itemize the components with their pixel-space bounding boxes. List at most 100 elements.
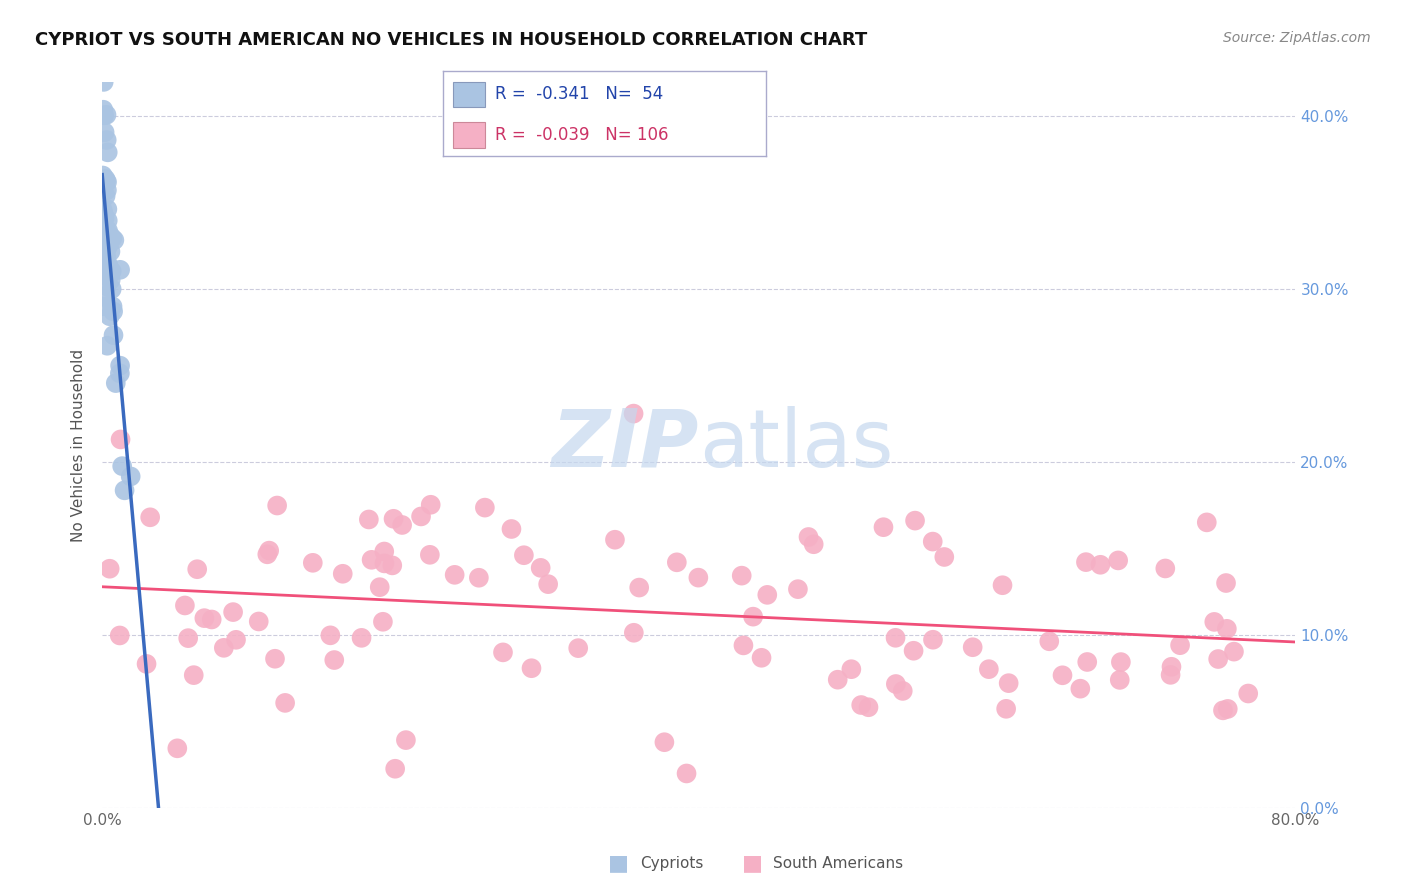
Point (101, 264, 124, 278)
Point (1090, 558, 1112, 572)
Text: CYPRIOT VS SOUTH AMERICAN NO VEHICLES IN HOUSEHOLD CORRELATION CHART: CYPRIOT VS SOUTH AMERICAN NO VEHICLES IN… (35, 31, 868, 49)
Point (827, 673, 849, 687)
Point (183, 668, 205, 682)
Point (100, 273, 122, 287)
Point (751, 650, 773, 665)
Point (103, 328, 125, 343)
Point (94, 189, 117, 203)
Y-axis label: No Vehicles in Household: No Vehicles in Household (72, 349, 86, 541)
Point (350, 631, 373, 645)
Point (94, 244, 117, 258)
Point (94, 175, 117, 189)
Point (97, 145, 120, 160)
Point (841, 662, 863, 676)
Point (1108, 673, 1130, 687)
Point (225, 632, 247, 647)
Text: ZIP: ZIP (551, 406, 699, 484)
Point (623, 625, 645, 640)
Point (1076, 655, 1098, 669)
Bar (453, 81, 485, 107)
Point (1237, 686, 1260, 700)
Point (1216, 702, 1239, 716)
Point (96, 242, 118, 256)
Point (1215, 576, 1237, 591)
Point (94, 172, 117, 186)
Point (891, 684, 914, 698)
Point (675, 766, 697, 780)
Point (96, 108, 118, 122)
Point (995, 702, 1018, 716)
Point (368, 580, 391, 594)
Point (357, 512, 380, 526)
Point (103, 233, 125, 247)
Point (1204, 615, 1226, 629)
Point (628, 581, 651, 595)
Text: ■: ■ (609, 854, 628, 873)
Point (1206, 652, 1229, 666)
Point (93, 211, 115, 226)
Point (93, 125, 115, 139)
Point (921, 534, 943, 549)
Point (851, 698, 873, 712)
Point (98, 228, 121, 243)
Point (212, 640, 235, 655)
Point (101, 300, 124, 314)
Point (409, 509, 432, 524)
Point (492, 645, 515, 659)
Point (101, 231, 124, 245)
Point (858, 700, 880, 714)
Point (301, 556, 323, 570)
Point (94, 174, 117, 188)
Point (97, 258, 120, 272)
Point (977, 662, 1000, 676)
Point (1038, 634, 1060, 648)
Point (222, 605, 245, 619)
Point (93, 208, 115, 222)
Point (332, 566, 354, 581)
Point (96, 260, 118, 275)
Point (1109, 655, 1132, 669)
Point (104, 376, 127, 390)
Point (1195, 516, 1218, 530)
Point (94, 238, 117, 252)
Point (537, 577, 560, 591)
Point (114, 483, 136, 498)
Point (934, 549, 956, 564)
Point (997, 676, 1019, 690)
Point (91, 203, 114, 218)
Point (603, 533, 626, 547)
Point (93, 290, 115, 304)
Point (1212, 703, 1234, 717)
Point (742, 609, 765, 624)
Point (108, 359, 131, 373)
Point (884, 677, 907, 691)
Point (256, 547, 278, 561)
Point (319, 628, 342, 642)
Point (98, 562, 121, 576)
Point (382, 512, 405, 526)
Point (884, 631, 907, 645)
Text: Cypriots: Cypriots (640, 856, 703, 871)
Bar (453, 122, 485, 147)
Point (419, 498, 441, 512)
Point (665, 555, 688, 569)
Point (1223, 645, 1246, 659)
Point (1216, 622, 1239, 636)
Point (111, 459, 134, 474)
Point (803, 537, 825, 551)
Point (731, 568, 754, 582)
Point (193, 611, 215, 625)
Point (787, 582, 810, 596)
Point (274, 696, 297, 710)
Point (177, 631, 200, 645)
Point (1052, 668, 1074, 682)
Point (520, 661, 543, 675)
Point (962, 640, 984, 655)
Point (395, 733, 418, 747)
Point (468, 571, 491, 585)
Point (93, 220, 115, 235)
Point (513, 548, 536, 562)
Point (174, 599, 197, 613)
Point (1107, 553, 1129, 567)
Point (96, 279, 118, 293)
